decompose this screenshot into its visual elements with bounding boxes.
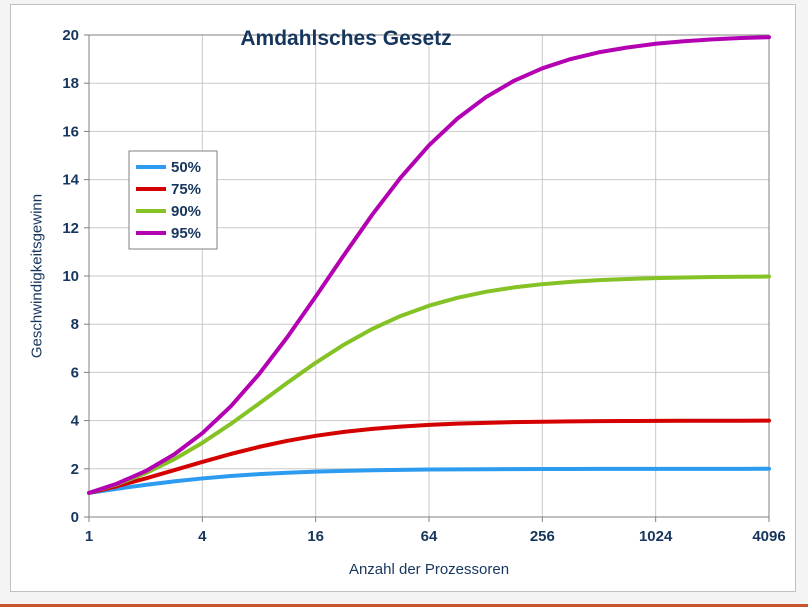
y-tick-label: 20 bbox=[62, 27, 79, 44]
legend-item: 50% bbox=[136, 159, 201, 176]
x-tick-label: 1 bbox=[85, 528, 93, 545]
y-tick-labels: 0 2 4 6 8 10 12 14 16 18 20 bbox=[62, 27, 79, 526]
series-line-75% bbox=[87, 418, 771, 495]
tick-marks bbox=[84, 34, 770, 522]
bottom-accent-line bbox=[0, 604, 808, 607]
x-tick-labels: 1 4 16 64 256 1024 4096 bbox=[85, 528, 786, 545]
legend-item: 90% bbox=[136, 203, 201, 220]
amdahl-line-chart: 1 4 16 64 256 1024 40960246810121416182050%75%… bbox=[62, 27, 786, 545]
x-tick-label: 4 bbox=[198, 528, 207, 545]
legend: 50% 75% 90% 95% bbox=[128, 150, 218, 250]
legend-item: 95% bbox=[136, 225, 201, 242]
series-line-90% bbox=[87, 274, 771, 495]
x-tick-label: 256 bbox=[530, 528, 555, 545]
y-tick-label: 14 bbox=[62, 172, 79, 189]
x-tick-label: 1024 bbox=[639, 528, 673, 545]
x-tick-label: 64 bbox=[421, 528, 438, 545]
chart-title: Amdahlsches Gesetz bbox=[240, 27, 452, 50]
y-tick-label: 10 bbox=[62, 268, 79, 285]
legend-label: 90% bbox=[171, 203, 201, 220]
x-tick-label: 16 bbox=[307, 528, 324, 545]
y-tick-label: 12 bbox=[62, 220, 79, 237]
amdahl-chart-panel: 1 4 16 64 256 1024 4096 0 2 4 6 8 10 12 14 16 18 20 50% 75%… bbox=[10, 4, 796, 592]
y-tick-label: 4 bbox=[71, 413, 80, 430]
series-line-95% bbox=[87, 35, 771, 495]
y-tick-label: 2 bbox=[71, 461, 79, 478]
y-tick-label: 16 bbox=[62, 123, 79, 140]
x-axis-label: Anzahl der Prozessoren bbox=[348, 561, 510, 578]
legend-label: 50% bbox=[171, 159, 201, 176]
y-tick-label: 0 bbox=[71, 509, 79, 526]
y-tick-label: 8 bbox=[71, 316, 79, 333]
legend-label: 75% bbox=[171, 181, 201, 198]
legend-label: 95% bbox=[171, 225, 201, 242]
series-line-50% bbox=[87, 466, 771, 495]
legend-item: 75% bbox=[136, 181, 201, 198]
y-tick-label: 6 bbox=[71, 364, 79, 381]
y-tick-label: 18 bbox=[62, 75, 79, 92]
y-axis-label: Geschwindigkeitsgewinn bbox=[28, 193, 46, 359]
x-tick-label: 4096 bbox=[752, 528, 785, 545]
